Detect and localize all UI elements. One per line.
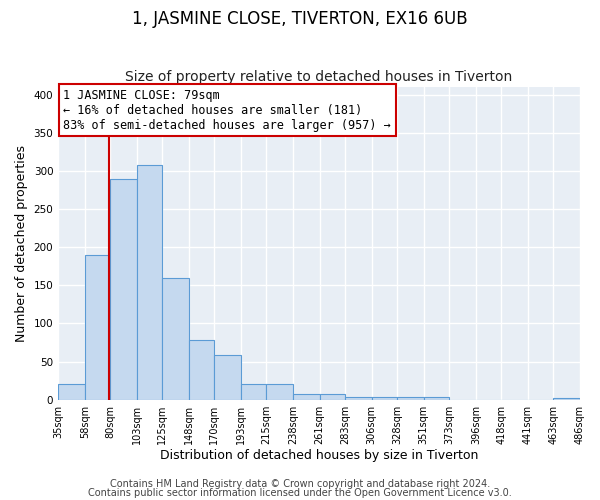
Bar (189, 340, 214, 400)
Bar (137, 165, 163, 400)
Y-axis label: Number of detached properties: Number of detached properties (15, 145, 28, 342)
Bar (85, 255, 110, 400)
Bar (397, 396, 424, 400)
Bar (320, 394, 345, 400)
Bar (345, 396, 372, 400)
Bar (424, 396, 449, 400)
Bar (372, 396, 397, 400)
Bar (293, 394, 320, 400)
Bar (110, 178, 137, 400)
Bar (214, 356, 241, 400)
Bar (58, 384, 85, 400)
Bar (163, 278, 189, 400)
Text: 1 JASMINE CLOSE: 79sqm
← 16% of detached houses are smaller (181)
83% of semi-de: 1 JASMINE CLOSE: 79sqm ← 16% of detached… (64, 88, 391, 132)
Bar (553, 398, 580, 400)
Text: Contains HM Land Registry data © Crown copyright and database right 2024.: Contains HM Land Registry data © Crown c… (110, 479, 490, 489)
X-axis label: Distribution of detached houses by size in Tiverton: Distribution of detached houses by size … (160, 450, 478, 462)
Text: 1, JASMINE CLOSE, TIVERTON, EX16 6UB: 1, JASMINE CLOSE, TIVERTON, EX16 6UB (132, 10, 468, 28)
Title: Size of property relative to detached houses in Tiverton: Size of property relative to detached ho… (125, 70, 513, 85)
Text: Contains public sector information licensed under the Open Government Licence v3: Contains public sector information licen… (88, 488, 512, 498)
Bar (266, 384, 293, 400)
Bar (241, 384, 266, 400)
